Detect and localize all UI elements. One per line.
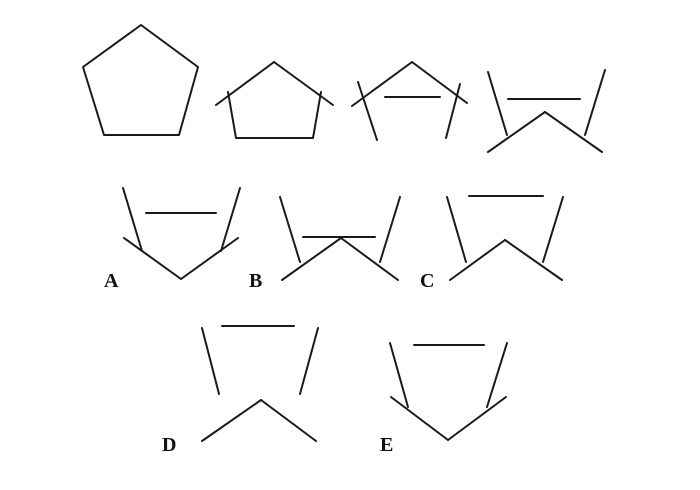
sequence-figure-2 [215, 61, 334, 139]
option-a-figure [122, 187, 241, 280]
option-c-label: C [420, 270, 435, 292]
sequence-figure-3 [351, 61, 468, 141]
option-b-label: B [249, 270, 263, 292]
option-b-figure [279, 196, 401, 281]
sequence-figure-4 [487, 69, 606, 153]
option-d-figure [201, 325, 319, 442]
option-e-label: E [380, 434, 394, 456]
sequence-figure-1 [82, 24, 199, 136]
option-c-figure [446, 195, 564, 281]
option-e-figure [389, 342, 508, 441]
option-a-label: A [104, 270, 119, 292]
option-d-label: D [162, 434, 177, 456]
